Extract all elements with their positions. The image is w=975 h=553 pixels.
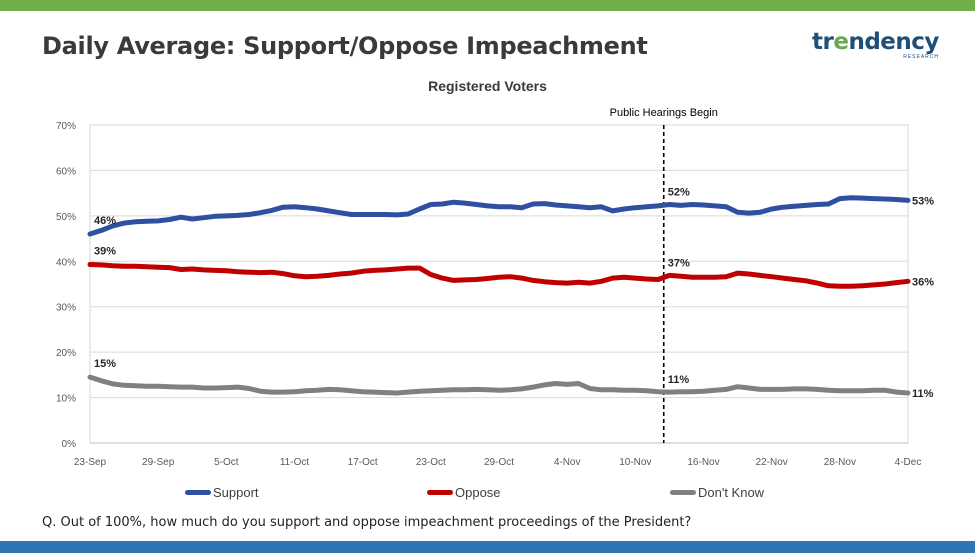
data-label-hearings: 52% (668, 187, 690, 199)
y-tick-label: 10% (56, 394, 76, 405)
chart-axes: 0% 10% 20% 30% 40% 50% 60% 70% 23-Sep 29-Sep 5-Oct… (56, 121, 921, 468)
x-tick-label: 22-Nov (756, 457, 788, 468)
hearings-label: Public Hearings Begin (610, 107, 718, 119)
x-tick-label: 11-Oct (280, 457, 309, 468)
data-label-end: 36% (912, 276, 934, 288)
series-line-support (87, 195, 911, 237)
page-title: Daily Average: Support/Oppose Impeachmen… (42, 32, 648, 60)
chart-gridlines (89, 124, 909, 444)
data-label-hearings: 11% (668, 374, 690, 386)
y-tick-label: 50% (56, 212, 76, 223)
x-tick-label: 17-Oct (348, 457, 378, 468)
chart-data-labels: 46% 52% 53% 39% 37% 36% 15% 11% 11% (94, 187, 934, 401)
legend-oppose-label: Oppose (455, 484, 501, 500)
chart-title: Registered Voters (428, 78, 547, 94)
data-label-hearings: 37% (668, 257, 690, 269)
trendency-logo: trendency RESEARCH (812, 30, 947, 64)
data-label-start: 15% (94, 358, 116, 370)
legend-support-label: Support (213, 484, 259, 500)
x-tick-label: 4-Dec (895, 457, 922, 468)
logo-subtext: RESEARCH (903, 54, 939, 60)
legend-dont-know-swatch (670, 489, 696, 495)
x-tick-label: 23-Sep (74, 457, 107, 468)
y-tick-label: 0% (62, 439, 77, 450)
survey-question: Q. Out of 100%, how much do you support … (42, 515, 692, 530)
legend-dont-know: Don't Know (670, 484, 764, 500)
legend-oppose-swatch (427, 489, 453, 495)
series-line-don-t-know (87, 374, 911, 396)
legend-dont-know-label: Don't Know (698, 484, 765, 500)
y-tick-label: 70% (56, 121, 76, 132)
chart-series (87, 195, 911, 396)
legend-support: Support (185, 484, 259, 500)
logo-wordmark: trendency (812, 29, 939, 55)
data-label-start: 39% (94, 245, 116, 257)
top-accent-bar (0, 0, 975, 11)
x-tick-label: 16-Nov (687, 457, 719, 468)
x-tick-label: 29-Oct (484, 457, 514, 468)
data-label-end: 11% (912, 388, 934, 400)
x-tick-label: 29-Sep (142, 457, 175, 468)
x-tick-label: 23-Oct (416, 457, 446, 468)
y-tick-label: 20% (56, 348, 76, 359)
x-tick-label: 10-Nov (619, 457, 651, 468)
bottom-accent-bar (0, 541, 975, 553)
x-tick-label: 28-Nov (824, 457, 856, 468)
x-tick-label: 4-Nov (554, 457, 581, 468)
series-line-oppose (87, 262, 911, 289)
y-tick-label: 30% (56, 303, 76, 314)
data-label-end: 53% (912, 195, 934, 207)
x-tick-label: 5-Oct (214, 457, 239, 468)
y-tick-label: 60% (56, 166, 76, 177)
data-label-start: 46% (94, 215, 116, 227)
legend-oppose: Oppose (427, 484, 501, 500)
plot-area-border (89, 124, 909, 444)
hearings-annotation: Public Hearings Begin (610, 107, 718, 443)
legend-support-swatch (185, 489, 211, 495)
y-tick-label: 40% (56, 257, 76, 268)
